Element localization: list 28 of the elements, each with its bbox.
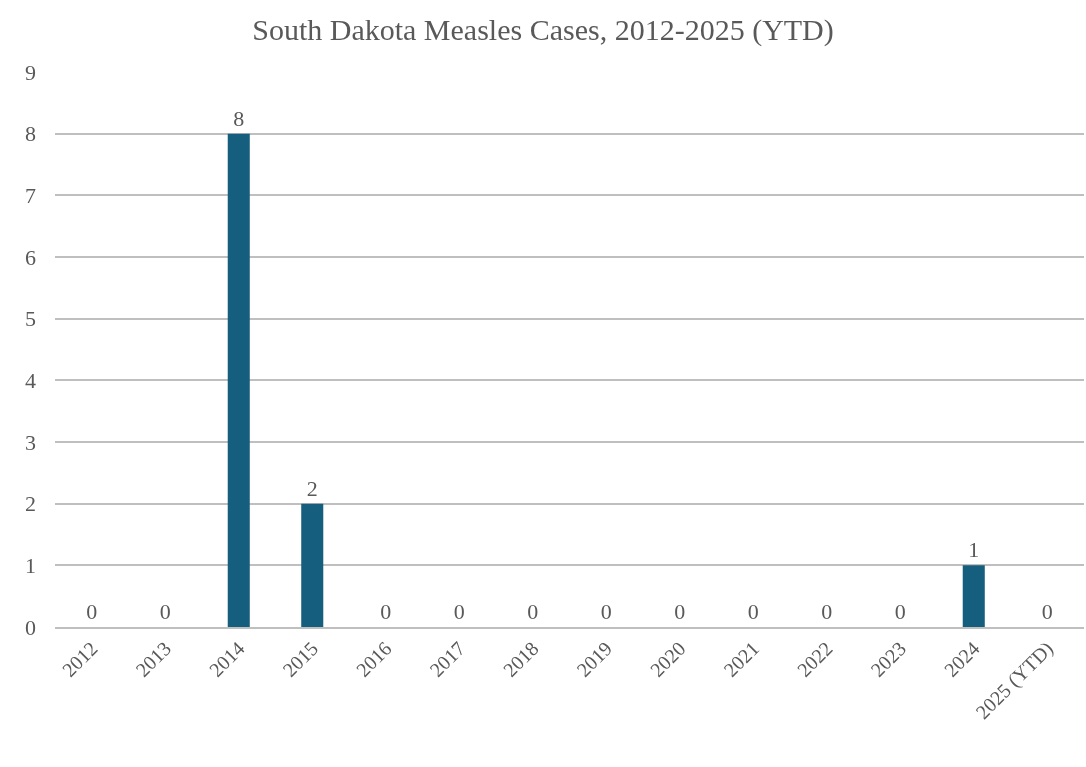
bar	[962, 565, 985, 627]
data-label: 0	[380, 599, 392, 624]
data-label: 0	[453, 599, 465, 624]
bar	[301, 503, 324, 627]
y-tick-label: 3	[25, 429, 36, 455]
data-label: 0	[159, 599, 171, 624]
y-tick-label: 6	[25, 244, 36, 270]
y-tick-label: 8	[25, 121, 36, 147]
y-tick-label: 4	[25, 368, 36, 394]
data-label: 0	[1041, 599, 1053, 624]
y-tick-label: 5	[25, 306, 36, 332]
y-tick-label: 9	[25, 59, 36, 85]
data-label: 8	[233, 105, 245, 131]
data-label: 0	[821, 599, 833, 624]
y-tick-label: 7	[25, 183, 36, 209]
data-label: 0	[747, 599, 759, 624]
data-label: 0	[894, 599, 906, 624]
y-tick-label: 2	[25, 491, 36, 517]
bar	[227, 133, 250, 627]
data-label: 1	[968, 537, 980, 563]
data-label: 0	[600, 599, 612, 624]
data-label: 0	[86, 599, 98, 624]
chart-title: South Dakota Measles Cases, 2012-2025 (YTD)	[252, 13, 834, 48]
data-label: 0	[674, 599, 686, 624]
data-label: 0	[527, 599, 539, 624]
y-tick-label: 0	[25, 614, 36, 640]
y-tick-label: 1	[25, 553, 36, 579]
data-label: 2	[306, 475, 318, 501]
